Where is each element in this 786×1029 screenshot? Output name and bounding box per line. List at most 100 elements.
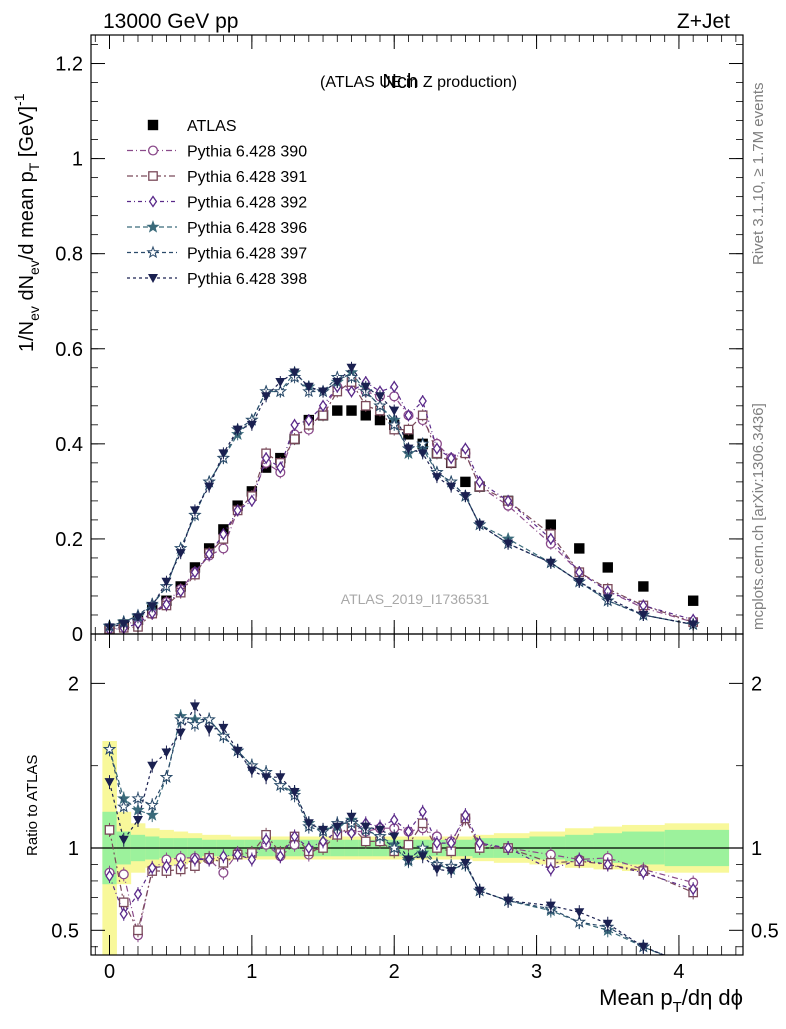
ratio-point [545, 901, 556, 911]
data-point [688, 620, 699, 630]
legend-label: Pythia 6.428 397 [187, 246, 307, 263]
data-point [132, 613, 143, 623]
ratio-point [104, 825, 115, 835]
ratio-point [147, 761, 158, 771]
x-tick-label: 2 [389, 961, 400, 983]
plot-title: Nch [382, 71, 418, 93]
ratio-point [688, 882, 698, 896]
ratio-point [273, 778, 287, 792]
data-point [360, 382, 371, 392]
data-point [387, 417, 401, 431]
legend-label: Pythia 6.428 391 [187, 169, 307, 186]
y-tick-label: 0.4 [55, 434, 83, 456]
legend-item-6: Pythia 6.428 398 [127, 271, 307, 288]
header-energy-label: 13000 GeV pp [103, 10, 238, 33]
ratio-plot-panel: 0.5 0.5 1 1 2 2 0 1 2 3 4 [51, 633, 779, 983]
ratio-y-tick-label-right: 0.5 [751, 920, 779, 942]
ratio-series-5 [104, 699, 698, 972]
data-point [446, 482, 457, 492]
ratio-point [102, 742, 117, 755]
ratio-point [148, 861, 157, 874]
ratio-point [688, 963, 698, 973]
data-point [417, 410, 428, 421]
ratio-point [133, 887, 143, 901]
ratio-series-2 [105, 804, 698, 921]
ratio-point [432, 836, 442, 850]
ratio-point [289, 788, 300, 798]
ratio-point [688, 961, 698, 971]
ratio-point [602, 919, 613, 929]
ratio-point [575, 853, 584, 866]
data-point [374, 392, 385, 402]
y-tick-label: 0.2 [55, 529, 83, 551]
ratio-point [118, 897, 129, 908]
header-process-label: Z+Jet [677, 10, 730, 33]
data-point [360, 400, 371, 411]
ratio-point [261, 833, 271, 846]
ratio-point [131, 791, 145, 805]
ratio-point [374, 825, 385, 835]
data-point [276, 461, 285, 474]
legend-label: ATLAS [187, 118, 237, 135]
legend-item-1: Pythia 6.428 390 [127, 144, 307, 161]
ratio-point [638, 942, 649, 952]
data-point [602, 594, 613, 604]
ratio-point [190, 853, 200, 866]
data-point [687, 595, 699, 606]
data-point [189, 506, 200, 516]
ratio-point [105, 869, 114, 883]
data-point [360, 410, 371, 421]
rivet-version-label: Rivet 3.1.10, ≥ 1.7M events [750, 83, 767, 266]
ratio-point [219, 850, 228, 863]
ratio-point [161, 748, 172, 758]
data-point [289, 434, 300, 444]
data-point [233, 504, 242, 517]
data-point [418, 394, 427, 408]
data-point [273, 384, 287, 398]
ratio-point [474, 886, 485, 896]
legend: ATLAS Pythia 6.428 390 Pythia 6.428 391 Pyt… [127, 118, 307, 288]
data-point [204, 482, 215, 492]
plot-subtitle: (ATLAS UE in Z production) [320, 74, 517, 91]
x-tick-label: 4 [673, 961, 684, 983]
ratio-y-tick-label: 1 [68, 838, 79, 860]
ratio-point [290, 830, 299, 843]
ratio-point [232, 746, 243, 756]
ratio-point [145, 808, 159, 821]
data-point [344, 370, 359, 383]
ratio-y-tick-label: 2 [68, 673, 79, 695]
legend-label: Pythia 6.428 396 [187, 220, 307, 237]
ratio-point [332, 822, 343, 832]
data-point [218, 543, 229, 554]
ratio-y-tick-label-right: 1 [751, 838, 762, 860]
ratio-point [360, 836, 371, 847]
ratio-y-tick-label: 0.5 [51, 920, 79, 942]
y-tick-label: 1 [72, 149, 83, 171]
data-point [232, 425, 243, 435]
ratio-point [162, 859, 171, 873]
ratio-point [132, 816, 143, 826]
ratio-point [204, 725, 215, 735]
data-point [318, 387, 329, 397]
ratio-point [503, 841, 513, 855]
data-point [574, 543, 585, 554]
data-point [246, 420, 257, 430]
ratio-point [276, 850, 285, 863]
data-point [218, 449, 229, 459]
legend-item-5: Pythia 6.428 397 [127, 246, 307, 263]
ratio-point [404, 825, 413, 838]
ratio-point [688, 963, 698, 972]
data-point [161, 577, 172, 587]
series-line-4 [109, 371, 694, 627]
ratio-point [118, 869, 129, 880]
data-point [545, 519, 557, 530]
legend-marker [148, 195, 158, 208]
legend-marker [146, 220, 160, 233]
ratio-point [159, 770, 174, 783]
ratio-point [118, 835, 129, 845]
ratio-point [117, 799, 131, 813]
x-axis-label: Mean pT/dη dϕ [599, 985, 743, 1016]
x-tick-label: 3 [531, 961, 542, 983]
data-point [346, 363, 357, 373]
ratio-point [261, 773, 272, 783]
